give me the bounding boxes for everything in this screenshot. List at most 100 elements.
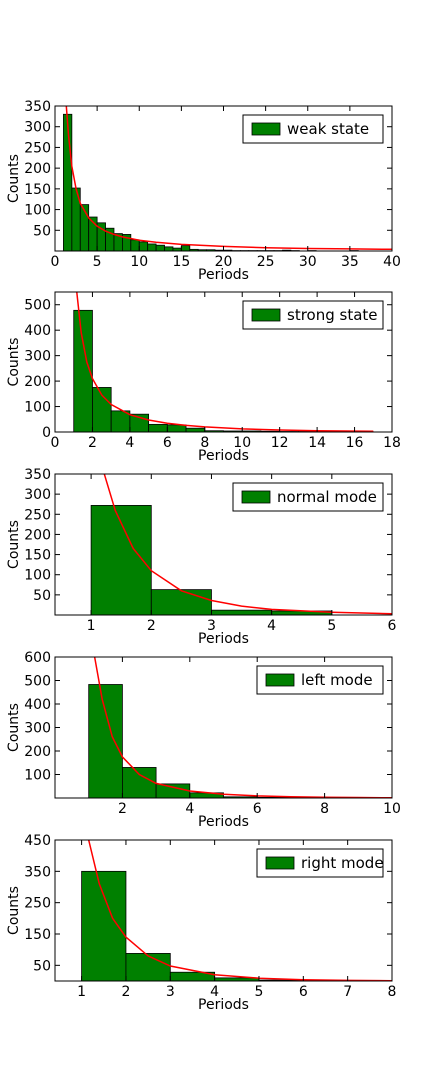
histogram-bar	[63, 113, 73, 252]
legend-label: left mode	[301, 671, 373, 689]
histogram-bar	[88, 684, 123, 799]
plot-frame	[54, 473, 393, 616]
x-tick-label: 3	[166, 984, 175, 1000]
histogram-bar	[155, 244, 165, 252]
y-tick-label: 250	[24, 140, 51, 156]
histogram-bar	[81, 870, 127, 982]
legend-label: normal mode	[277, 488, 377, 506]
x-tick-label: 2	[147, 618, 156, 634]
legend-swatch	[265, 856, 295, 870]
y-tick-label: 350	[24, 99, 51, 115]
histogram-bar	[110, 410, 131, 433]
x-tick-label: 8	[200, 435, 209, 451]
y-tick-label: 300	[24, 349, 51, 365]
y-tick-label: 600	[24, 650, 51, 666]
y-axis-label: Counts	[6, 520, 22, 569]
x-tick-label: 6	[388, 618, 397, 634]
y-tick-label: 250	[24, 896, 51, 912]
y-tick-label: 400	[24, 697, 51, 713]
histogram-panel-1: 0 5 10 15 20 25 30 35 40 50 100 150 200 250 300 350 Peri…	[6, 99, 401, 283]
y-tick-label: 100	[24, 568, 51, 584]
x-tick-label: 6	[253, 801, 262, 817]
legend-label: right mode	[301, 854, 384, 872]
legend: left mode	[256, 665, 384, 695]
histogram-bar	[211, 609, 273, 616]
x-tick-label: 3	[207, 618, 216, 634]
y-tick-label: 250	[24, 507, 51, 523]
y-tick-label: 50	[33, 958, 51, 974]
x-tick-label: 7	[343, 984, 352, 1000]
histogram-bar	[148, 423, 168, 433]
x-tick-label: 25	[257, 254, 275, 270]
legend: weak state	[242, 114, 384, 144]
y-tick-label: 100	[24, 400, 51, 416]
y-tick-label: 350	[24, 467, 51, 483]
legend: strong state	[242, 300, 384, 330]
y-tick-label: 200	[24, 161, 51, 177]
histogram-panel-4: 2 4 6 8 10 100 200 300 400 500 600 Periods Counts lef…	[6, 650, 401, 830]
x-axis-label: Periods	[198, 267, 249, 283]
y-tick-label: 300	[24, 487, 51, 503]
histogram-bar	[185, 427, 206, 433]
x-tick-label: 2	[88, 435, 97, 451]
legend-box	[232, 482, 384, 512]
x-axis-label: Periods	[198, 448, 249, 464]
x-tick-label: 6	[163, 435, 172, 451]
x-tick-label: 15	[172, 254, 190, 270]
histogram-bar	[125, 953, 171, 982]
x-tick-label: 30	[299, 254, 317, 270]
fit-curve	[76, 292, 374, 432]
x-tick-label: 18	[383, 435, 401, 451]
legend-label: weak state	[287, 120, 369, 138]
x-tick-label: 10	[233, 435, 251, 451]
y-tick-label: 0	[42, 425, 51, 441]
x-tick-label: 4	[185, 801, 194, 817]
fit-curve	[87, 840, 392, 981]
y-tick-label: 100	[24, 768, 51, 784]
plot-frame	[54, 291, 393, 433]
y-tick-label: 500	[24, 674, 51, 690]
x-tick-label: 8	[388, 984, 397, 1000]
x-tick-label: 4	[267, 618, 276, 634]
y-tick-label: 300	[24, 721, 51, 737]
y-tick-label: 150	[24, 927, 51, 943]
legend-swatch	[251, 122, 281, 136]
x-tick-label: 2	[121, 984, 130, 1000]
y-axis-label: Counts	[6, 703, 22, 752]
y-tick-label: 200	[24, 744, 51, 760]
y-tick-label: 200	[24, 527, 51, 543]
x-tick-label: 4	[210, 984, 219, 1000]
histogram-bar	[147, 243, 157, 252]
x-tick-label: 5	[93, 254, 102, 270]
x-tick-label: 40	[383, 254, 401, 270]
fit-curve	[65, 106, 392, 251]
x-tick-label: 16	[346, 435, 364, 451]
x-tick-label: 20	[215, 254, 233, 270]
histogram-bar	[130, 239, 140, 252]
plot-frame	[54, 839, 393, 982]
x-tick-label: 4	[125, 435, 134, 451]
x-tick-label: 0	[51, 435, 60, 451]
histogram-bar	[166, 424, 187, 433]
y-tick-label: 400	[24, 323, 51, 339]
y-tick-label: 200	[24, 374, 51, 390]
x-axis-label: Periods	[198, 631, 249, 647]
histogram-panel-2: 0 2 4 6 8 10 12 14 16 18 0 100 200 300 400 500 Periods Co…	[6, 291, 401, 464]
x-axis-label: Periods	[198, 814, 249, 830]
histogram-bar	[122, 767, 157, 799]
x-tick-label: 2	[118, 801, 127, 817]
histogram-bar	[155, 783, 191, 799]
x-tick-label: 5	[255, 984, 264, 1000]
y-tick-label: 150	[24, 182, 51, 198]
x-tick-label: 12	[271, 435, 289, 451]
legend-label: strong state	[287, 306, 378, 324]
legend: normal mode	[232, 482, 384, 512]
y-tick-label: 50	[33, 588, 51, 604]
histogram-panel-3: 1 2 3 4 5 6 50 100 150 200 250 300 350 Periods Counts n…	[6, 467, 397, 647]
y-tick-label: 300	[24, 120, 51, 136]
y-tick-label: 450	[24, 833, 51, 849]
x-tick-label: 35	[341, 254, 359, 270]
y-axis-label: Counts	[6, 154, 22, 203]
y-axis-label: Counts	[6, 886, 22, 935]
